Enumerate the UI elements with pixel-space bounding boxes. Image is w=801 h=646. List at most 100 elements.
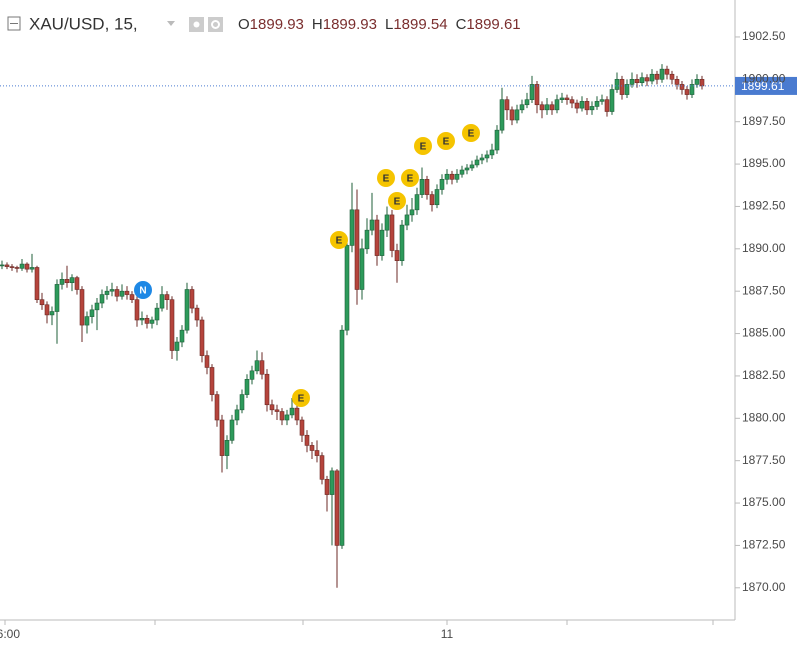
candle-body — [519, 104, 525, 111]
dropdown-arrow[interactable] — [167, 21, 175, 26]
event-marker[interactable]: E — [462, 124, 480, 142]
candle-body — [409, 209, 415, 216]
candle-body — [59, 279, 65, 285]
candle-body — [699, 79, 705, 87]
candle-body — [129, 294, 135, 300]
ohlc-value: 1899.54 — [393, 16, 447, 33]
candle-body — [624, 84, 630, 95]
candle-body — [689, 84, 695, 95]
candle-body — [39, 299, 45, 306]
event-label: E — [383, 174, 390, 185]
settings-icon-gear — [211, 20, 220, 29]
candle-body — [534, 84, 540, 106]
event-marker[interactable]: E — [330, 231, 348, 249]
y-tick-label: 1892.50 — [742, 199, 786, 213]
candle-body — [169, 299, 175, 351]
candle-body — [84, 316, 90, 326]
candle-body — [334, 470, 340, 546]
candle-body — [529, 84, 535, 100]
candle-body — [474, 159, 480, 166]
candle-body — [239, 394, 245, 411]
candle-body — [194, 307, 200, 321]
ohlc-header: O1899.93 H1899.93 L1899.54 C1899.61 — [238, 16, 521, 33]
candle-body — [609, 89, 615, 112]
event-marker[interactable]: E — [437, 132, 455, 150]
candle-body — [79, 289, 85, 326]
candle-body — [599, 99, 605, 102]
header: XAU/USD, 15, O1899.93 H1899.93 L1899.54 C18… — [7, 14, 521, 33]
candle-body — [159, 294, 165, 309]
candle-body — [434, 189, 440, 206]
candle-body — [0, 264, 5, 267]
ohlc-label: H — [312, 16, 323, 33]
y-tick-label: 1895.00 — [742, 156, 786, 170]
candle-body — [349, 209, 355, 246]
event-marker[interactable]: E — [292, 389, 310, 407]
settings-icon[interactable] — [208, 17, 223, 32]
ohlc-label: C — [456, 16, 467, 33]
candle-body — [484, 154, 490, 159]
candle-body — [339, 329, 345, 546]
candle-body — [684, 89, 690, 95]
event-label: E — [394, 197, 401, 208]
candle-body — [584, 101, 590, 111]
y-tick-label: 1882.50 — [742, 368, 786, 382]
event-marker[interactable]: N — [134, 281, 152, 299]
candle-body — [639, 77, 645, 84]
y-tick-label: 1887.50 — [742, 283, 786, 297]
event-marker[interactable]: E — [401, 169, 419, 187]
candle-body — [614, 79, 620, 90]
candle-body — [369, 219, 375, 231]
candle-body — [589, 106, 595, 111]
candle-body — [139, 318, 145, 321]
ohlc-value: 1899.93 — [323, 16, 377, 33]
candle-body — [44, 304, 50, 316]
ohlc-label: L — [385, 16, 393, 33]
candle-body — [354, 209, 360, 290]
candle-body — [549, 104, 555, 111]
candle-body — [374, 219, 380, 256]
candle-body — [89, 309, 95, 317]
candle-body — [189, 289, 195, 309]
symbol: XAU/USD, 15, — [29, 14, 138, 33]
candle-body — [319, 455, 325, 480]
candle-body — [24, 263, 30, 270]
candle-body — [144, 318, 150, 324]
candle-body — [274, 409, 280, 412]
candle-body — [619, 79, 625, 95]
event-marker[interactable]: E — [377, 169, 395, 187]
y-tick-label: 1897.50 — [742, 114, 786, 128]
candle-body — [674, 79, 680, 85]
candle-body — [579, 101, 585, 109]
x-tick-label: 11 — [441, 627, 454, 641]
candle-body — [364, 229, 370, 250]
y-tick-label: 1875.00 — [742, 495, 786, 509]
candle-body — [439, 179, 445, 190]
candle-body — [359, 248, 365, 290]
candle-body — [74, 277, 80, 290]
candle-body — [569, 99, 575, 104]
candle-body — [64, 279, 70, 284]
ohlc-label: O — [238, 16, 250, 33]
candle-body — [499, 99, 505, 131]
event-marker[interactable]: E — [414, 137, 432, 155]
event-marker[interactable]: E — [388, 192, 406, 210]
y-tick-label: 1890.00 — [742, 241, 786, 255]
candle-body — [604, 99, 610, 112]
candle-body — [659, 68, 665, 80]
candle-body — [494, 129, 500, 151]
collapse-icon[interactable] — [7, 16, 21, 31]
candle-body — [9, 266, 15, 268]
candle-body — [514, 109, 520, 121]
candle-body — [459, 169, 465, 175]
candle-body — [544, 104, 550, 111]
candle-body — [94, 302, 100, 311]
events: N E E E E E E E E — [134, 124, 480, 407]
candle-body — [454, 173, 460, 180]
last-price-label: 1899.61 — [741, 79, 785, 93]
candle-body — [379, 229, 385, 256]
candle-body — [479, 157, 485, 161]
candle-body — [219, 419, 225, 456]
y-tick-label: 1870.00 — [742, 580, 786, 594]
